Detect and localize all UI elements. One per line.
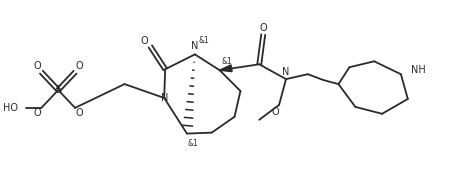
Text: O: O [34,108,41,118]
Text: &1: &1 [198,36,209,45]
Text: O: O [141,36,148,45]
Text: &1: &1 [188,139,198,148]
Text: N: N [191,42,199,51]
Text: O: O [34,61,41,71]
Text: N: N [160,93,168,103]
Text: S: S [55,85,61,95]
Text: O: O [75,108,83,118]
Text: O: O [260,23,267,33]
Text: NH: NH [411,65,426,75]
Text: &1: &1 [221,57,232,66]
Text: O: O [75,61,83,71]
Text: N: N [282,67,290,77]
Text: O: O [272,107,279,117]
Text: HO: HO [3,103,18,113]
Polygon shape [219,65,232,72]
